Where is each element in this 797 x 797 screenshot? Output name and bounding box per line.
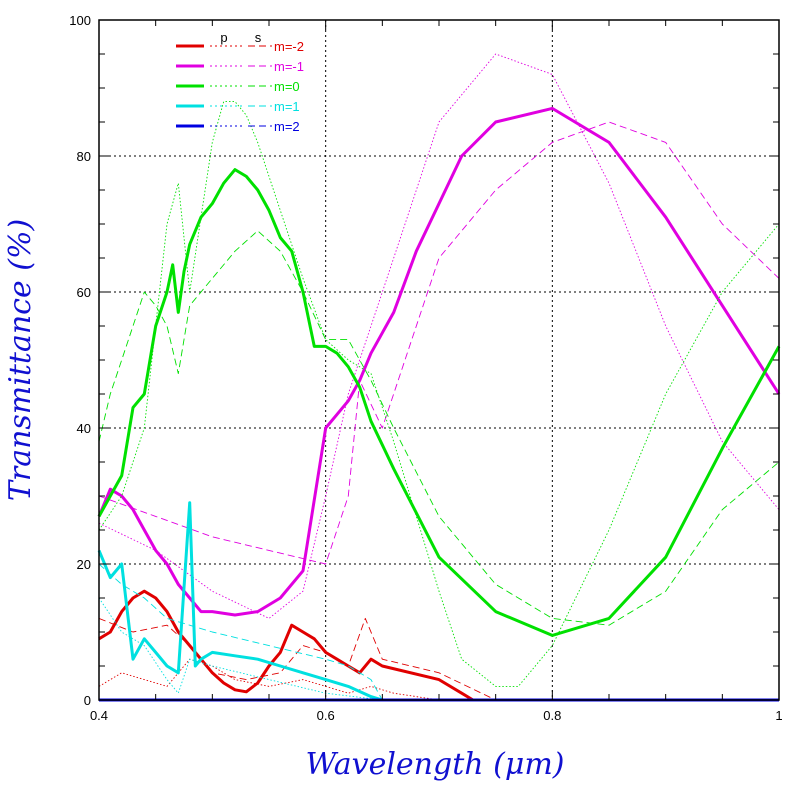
y-tick-label: 20 (77, 557, 91, 572)
series-m1-p-line (97, 501, 779, 702)
axis-ticks (98, 19, 780, 701)
y-tick-label: 40 (77, 421, 91, 436)
legend-header-s: s (255, 30, 262, 45)
series-m0-aux-line (98, 101, 780, 687)
series-mneg1-p-line (97, 106, 781, 617)
series-mneg2-aux-line (98, 658, 779, 701)
y-tick-label: 60 (77, 285, 91, 300)
grid-lines (99, 20, 779, 700)
series-m1-aux-line (98, 597, 779, 701)
legend-header-p: p (220, 30, 227, 45)
x-tick-label: 0.6 (317, 708, 335, 723)
series-mneg1-s-line (98, 121, 780, 565)
y-tick-label: 0 (84, 693, 91, 708)
legend: p s m=-2 m=-1 m=0 m=1 m=2 (176, 30, 304, 134)
series-m0-s-line (98, 230, 780, 626)
y-tick-label: 80 (77, 149, 91, 164)
x-axis-title: Wavelength (μm) (306, 747, 565, 782)
legend-label: m=-2 (274, 39, 304, 54)
legend-label: m=0 (274, 79, 300, 94)
series-layer (97, 53, 781, 702)
x-tick-label: 0.4 (90, 708, 108, 723)
y-tick-label: 100 (69, 13, 91, 28)
legend-label: m=-1 (274, 59, 304, 74)
x-tick-label: 1 (775, 708, 782, 723)
series-mneg2-p-line (98, 589, 779, 702)
series-mneg2-s-line (98, 617, 779, 701)
legend-label: m=1 (274, 99, 300, 114)
series-m0-p-line (97, 168, 781, 637)
legend-label: m=2 (274, 119, 300, 134)
y-axis-title: Transmittance (%) (3, 219, 38, 501)
tick-labels: 0.4 0.6 0.8 1 0 20 40 60 80 100 (69, 13, 782, 723)
x-tick-label: 0.8 (543, 708, 561, 723)
